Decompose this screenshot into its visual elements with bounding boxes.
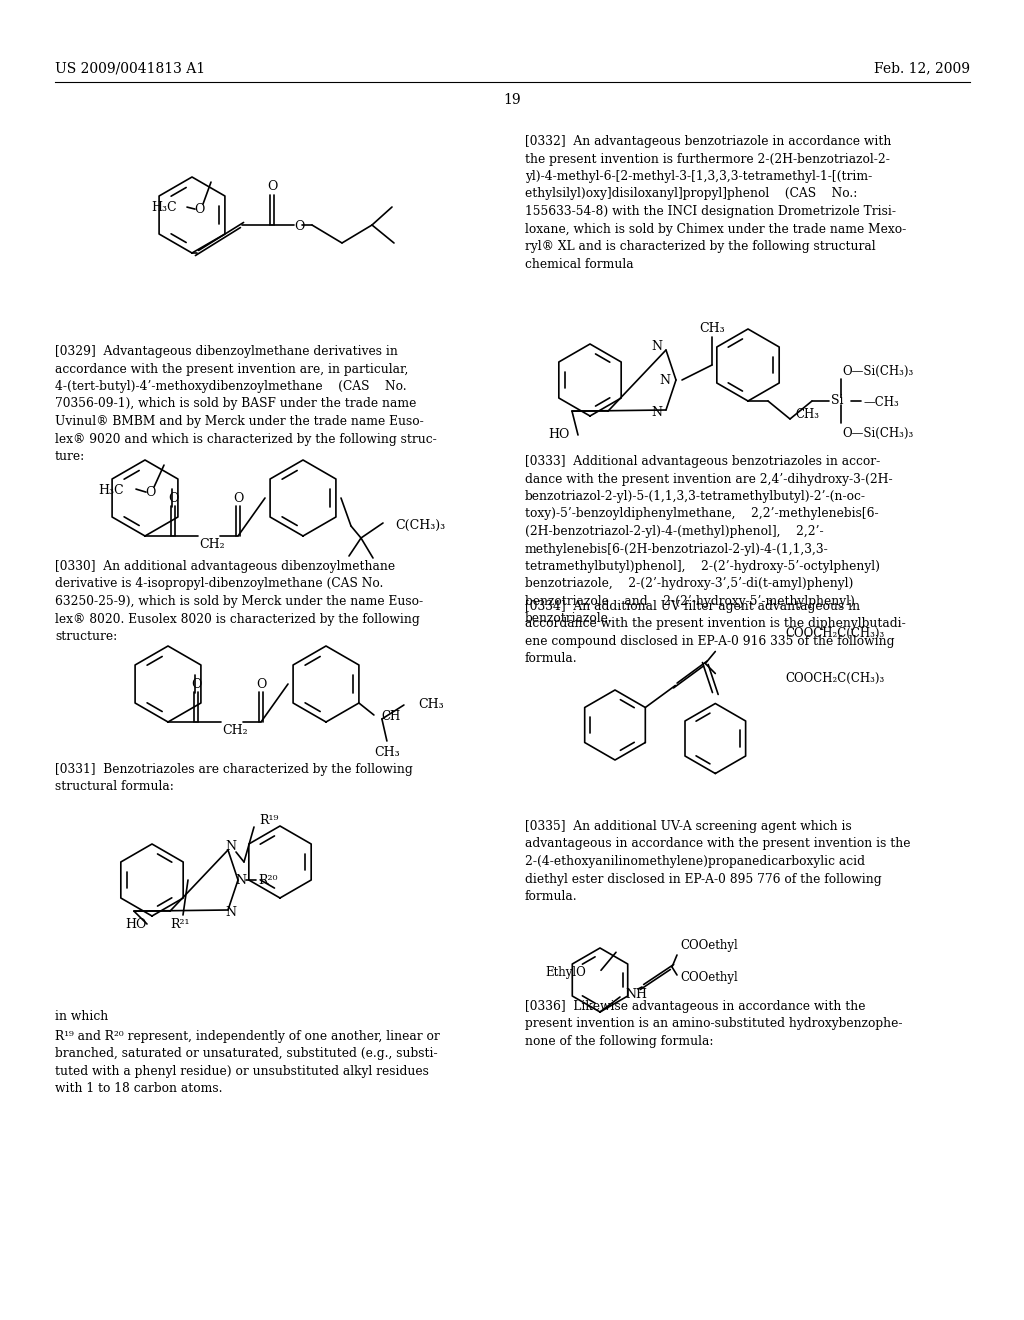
Text: US 2009/0041813 A1: US 2009/0041813 A1 bbox=[55, 61, 205, 75]
Text: CH₃: CH₃ bbox=[418, 698, 443, 711]
Text: COOCH₂C(CH₃)₃: COOCH₂C(CH₃)₃ bbox=[785, 672, 885, 685]
Text: COOCH₂C(CH₃)₃: COOCH₂C(CH₃)₃ bbox=[785, 627, 885, 640]
Text: O: O bbox=[144, 486, 156, 499]
Text: [0329]  Advantageous dibenzoylmethane derivatives in
accordance with the present: [0329] Advantageous dibenzoylmethane der… bbox=[55, 345, 437, 463]
Text: N: N bbox=[659, 374, 670, 387]
Text: O: O bbox=[194, 202, 204, 215]
Text: EthylO: EthylO bbox=[545, 966, 586, 979]
Text: N: N bbox=[651, 339, 662, 352]
Text: CH₂: CH₂ bbox=[200, 537, 225, 550]
Text: R²¹: R²¹ bbox=[170, 917, 189, 931]
Text: [0330]  An additional advantageous dibenzoylmethane
derivative is 4-isopropyl-di: [0330] An additional advantageous dibenz… bbox=[55, 560, 423, 643]
Text: [0335]  An additional UV-A screening agent which is
advantageous in accordance w: [0335] An additional UV-A screening agen… bbox=[525, 820, 910, 903]
Text: O: O bbox=[256, 677, 266, 690]
Text: C(CH₃)₃: C(CH₃)₃ bbox=[395, 519, 445, 532]
Text: O: O bbox=[168, 491, 178, 504]
Text: COOethyl: COOethyl bbox=[680, 970, 737, 983]
Text: COOethyl: COOethyl bbox=[680, 939, 737, 952]
Text: CH₂: CH₂ bbox=[222, 723, 248, 737]
Text: CH₃: CH₃ bbox=[699, 322, 725, 335]
Text: [0333]  Additional advantageous benzotriazoles in accor-
dance with the present : [0333] Additional advantageous benzotria… bbox=[525, 455, 893, 626]
Text: [0332]  An advantageous benzotriazole in accordance with
the present invention i: [0332] An advantageous benzotriazole in … bbox=[525, 135, 906, 271]
Text: O—Si(CH₃)₃: O—Si(CH₃)₃ bbox=[842, 364, 913, 378]
Text: NH: NH bbox=[625, 987, 647, 1001]
Text: O: O bbox=[190, 677, 201, 690]
Text: HO: HO bbox=[549, 429, 570, 441]
Text: CH₃: CH₃ bbox=[795, 408, 819, 421]
Text: —CH₃: —CH₃ bbox=[863, 396, 899, 409]
Text: Feb. 12, 2009: Feb. 12, 2009 bbox=[874, 61, 970, 75]
Text: 19: 19 bbox=[503, 92, 521, 107]
Text: R²⁰: R²⁰ bbox=[258, 874, 278, 887]
Text: O—Si(CH₃)₃: O—Si(CH₃)₃ bbox=[842, 426, 913, 440]
Text: CH: CH bbox=[381, 710, 400, 723]
Text: N: N bbox=[651, 405, 662, 418]
Text: O: O bbox=[267, 181, 278, 194]
Text: CH₃: CH₃ bbox=[374, 747, 399, 759]
Text: HO: HO bbox=[126, 917, 147, 931]
Text: O: O bbox=[294, 220, 304, 234]
Text: H₃C: H₃C bbox=[98, 483, 124, 496]
Text: in which: in which bbox=[55, 1010, 109, 1023]
Text: [0336]  Likewise advantageous in accordance with the
present invention is an ami: [0336] Likewise advantageous in accordan… bbox=[525, 1001, 902, 1048]
Text: R¹⁹: R¹⁹ bbox=[259, 813, 279, 826]
Text: N: N bbox=[225, 841, 237, 854]
Text: N: N bbox=[236, 874, 247, 887]
Text: R¹⁹ and R²⁰ represent, independently of one another, linear or
branched, saturat: R¹⁹ and R²⁰ represent, independently of … bbox=[55, 1030, 439, 1096]
Text: [0331]  Benzotriazoles are characterized by the following
structural formula:: [0331] Benzotriazoles are characterized … bbox=[55, 763, 413, 793]
Text: [0334]  An additional UV filter agent advantageous in
accordance with the presen: [0334] An additional UV filter agent adv… bbox=[525, 601, 906, 665]
Text: H₃C: H₃C bbox=[152, 201, 177, 214]
Text: Si: Si bbox=[830, 395, 843, 408]
Text: N: N bbox=[225, 907, 237, 920]
Text: O: O bbox=[232, 491, 243, 504]
